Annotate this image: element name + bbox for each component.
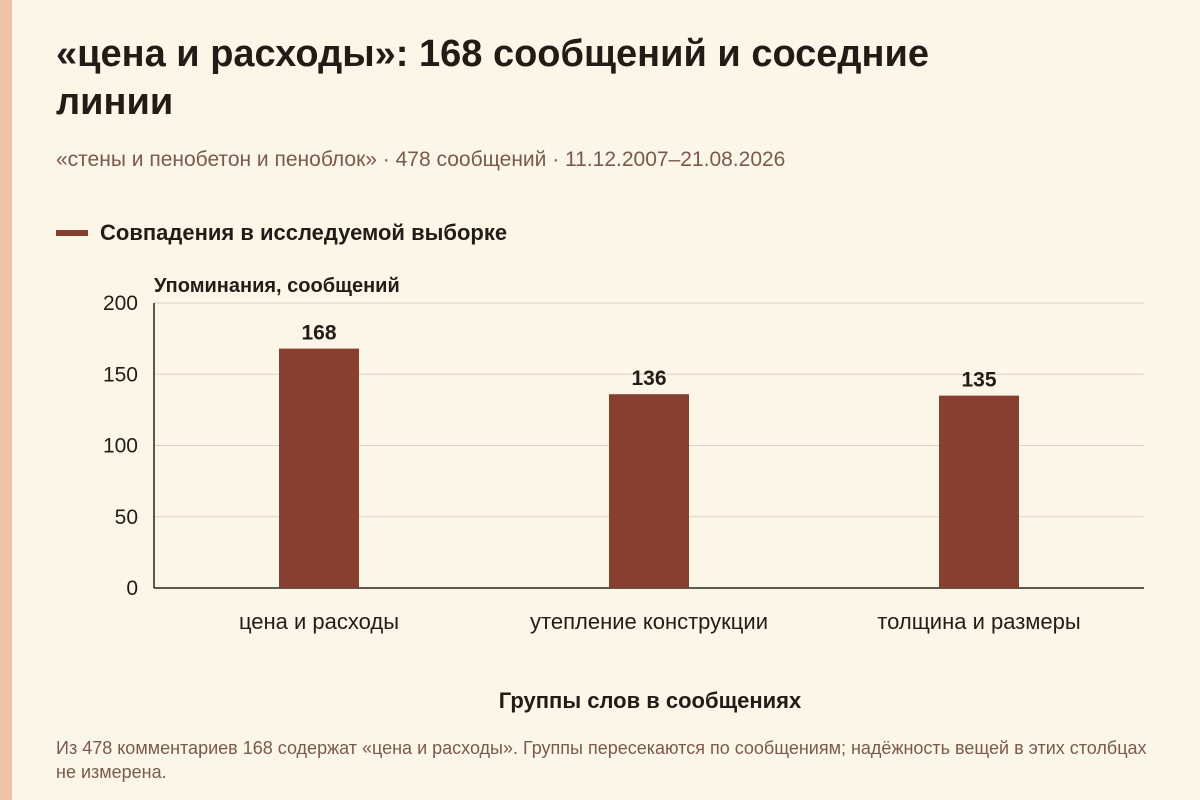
legend-swatch [56,230,88,236]
data-label: 168 [301,322,336,345]
y-tick-label: 100 [103,435,138,458]
chart-title: «цена и расходы»: 168 сообщений и соседн… [56,33,929,123]
y-tick-label: 200 [103,292,138,315]
x-tick-label: толщина и размеры [877,609,1080,634]
data-label: 136 [631,367,666,390]
legend-label: Совпадения в исследуемой выборке [100,220,508,245]
x-tick-label: цена и расходы [239,609,399,634]
accent-strip [0,0,12,800]
y-tick-label: 150 [103,363,138,386]
footnote: Из 478 комментариев 168 содержат «цена и… [56,738,1147,782]
y-tick-label: 0 [126,577,138,600]
x-axis-label: Группы слов в сообщениях [499,688,802,713]
bar-1 [279,348,359,588]
legend: Совпадения в исследуемой выборке [56,218,507,248]
bar-2 [609,394,689,588]
bar-3 [939,395,1019,588]
x-tick-label: утепление конструкции [530,609,768,634]
y-axis-label: Упоминания, сообщений [154,275,400,297]
data-label: 135 [961,369,996,392]
y-tick-label: 50 [115,506,138,529]
chart-subtitle: «стены и пенобетон и пеноблок» · 478 соо… [56,148,786,171]
